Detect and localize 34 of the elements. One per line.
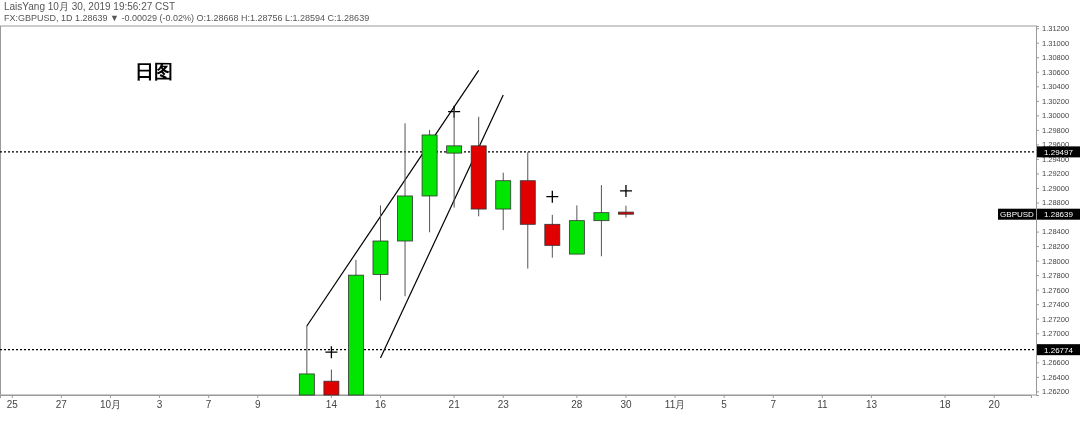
x-tick-label: 20 xyxy=(988,399,1001,411)
x-tick-label: 10月 xyxy=(99,399,122,411)
x-tick-label: 18 xyxy=(939,399,952,411)
x-tick-label: 7 xyxy=(770,399,777,411)
x-tick-label: 16 xyxy=(374,399,387,411)
x-tick-label: 11月 xyxy=(664,399,686,411)
text: LaisYang 10月 30, 2019 19:56:27 CST xyxy=(4,1,176,12)
x-tick-label: 3 xyxy=(156,399,163,411)
point xyxy=(324,345,339,359)
annotation: GBPUSD xyxy=(1000,210,1035,220)
x-tick-label: 30 xyxy=(620,399,632,411)
x-tick-label: 28 xyxy=(571,399,583,411)
candlestick xyxy=(323,369,340,396)
ref-line-label: 1.26774 xyxy=(1044,345,1074,355)
point xyxy=(545,190,559,204)
chart-subtitle: FX:GBPUSD, 1D 1.28639 ▼ -0.00029 (-0.02%) O:1.28668 H:1.28756 L:1.28594 C:1.28639 xyxy=(4,13,370,23)
point xyxy=(619,184,633,198)
text: 1.28639 xyxy=(1044,210,1074,220)
x-tick-label: 7 xyxy=(205,399,212,411)
x-tick-label: 23 xyxy=(497,399,510,411)
x-tick-label: 11 xyxy=(817,399,828,411)
candlestick xyxy=(618,205,634,218)
text: 日图 xyxy=(135,61,173,82)
x-tick-label: 14 xyxy=(325,399,338,411)
ref-line-label: 1.29497 xyxy=(1044,147,1074,157)
candlestick xyxy=(298,325,315,396)
x-tick-label: 21 xyxy=(448,399,461,411)
x-tick-label: 13 xyxy=(865,399,878,411)
x-tick-label: 5 xyxy=(721,399,728,411)
x-tick-label: 27 xyxy=(55,399,68,411)
x-tick-label: 25 xyxy=(6,399,19,411)
x-tick-label: 9 xyxy=(254,399,261,411)
candlestick xyxy=(544,214,561,259)
candlestick xyxy=(593,184,610,257)
